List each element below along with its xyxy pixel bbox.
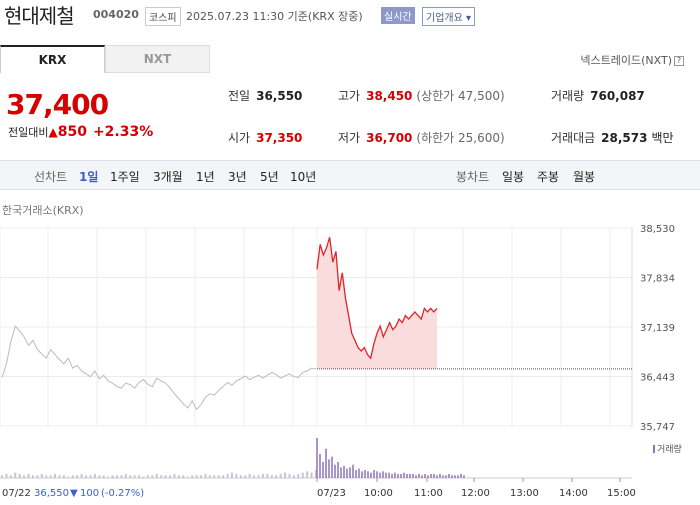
period-bar: 선차트 1일 1주일 3개월 1년 3년 5년 10년 봉차트 일봉 주봉 월봉	[0, 160, 700, 190]
change-percent: +2.33%	[92, 124, 154, 140]
stat-prev-close: 전일 36,550	[228, 87, 302, 104]
y-tick-label: 36,443	[640, 373, 675, 384]
stock-header: 현대제철 004020 코스피 2025.07.23 11:30 기준(KRX …	[0, 0, 700, 30]
market-tabs: KRX NXT	[0, 45, 210, 73]
x-tick-label: 10:00	[364, 488, 393, 499]
prev-day-change: 100	[80, 488, 99, 499]
prev-day-date: 07/22	[2, 488, 31, 499]
tab-krx[interactable]: KRX	[0, 45, 105, 73]
realtime-badge: 실시간	[381, 7, 415, 24]
stat-value: 38,450	[366, 89, 413, 103]
quote-timestamp: 2025.07.23 11:30 기준(KRX 장중)	[186, 10, 363, 23]
chart-grid	[0, 227, 633, 427]
up-arrow-icon: ▲	[48, 125, 58, 139]
stat-open: 시가 37,350	[228, 129, 302, 146]
today-area	[317, 237, 437, 369]
price-change: 전일대비▲850 +2.33%	[8, 124, 153, 140]
volume-bars: 거래량	[0, 438, 682, 479]
x-axis-labels: 07/22 36,550 ▼ 100 (-0.27%) 07/23 10:00 11:00 12…	[2, 478, 636, 499]
y-axis-labels: 38,530 37,834 37,139 36,443 35,747	[640, 224, 675, 433]
x-tick-label: 14:00	[559, 488, 588, 499]
chart-source: 한국거래소(KRX)	[2, 204, 84, 217]
prev-day-close: 36,550	[34, 488, 69, 499]
volume-legend-swatch	[653, 445, 655, 453]
y-tick-label: 38,530	[640, 224, 675, 235]
help-icon[interactable]: ?	[674, 56, 684, 66]
x-tick-label: 15:00	[607, 488, 636, 499]
change-value: 850	[57, 124, 87, 140]
x-tick-label: 13:00	[510, 488, 539, 499]
stat-sub: (하한가 25,600)	[416, 131, 505, 145]
nxt-link-label: 넥스트레이드(NXT)	[580, 54, 672, 67]
stat-value: 36,550	[256, 89, 303, 103]
current-price: 37,400	[6, 88, 109, 121]
volume-legend: 거래량	[657, 443, 682, 455]
x-tick-label: 07/23	[317, 488, 346, 499]
stat-value: 36,700	[366, 131, 413, 145]
stat-label: 고가	[338, 89, 361, 103]
y-tick-label: 35,747	[640, 422, 675, 433]
prev-day-pct: (-0.27%)	[101, 488, 144, 499]
stat-low: 저가 36,700 (하한가 25,600)	[338, 129, 505, 146]
period-10y[interactable]: 10년	[290, 170, 317, 184]
candle-daily[interactable]: 일봉	[502, 170, 525, 184]
price-chart: 38,530 37,834 37,139 36,443 35,747 거래량 07/22…	[0, 224, 682, 499]
chart-series	[1, 237, 632, 411]
down-arrow-icon: ▼	[70, 488, 78, 499]
candle-weekly[interactable]: 주봉	[537, 170, 560, 184]
nxt-link[interactable]: 넥스트레이드(NXT)?	[580, 52, 684, 68]
stock-code: 004020	[93, 8, 139, 21]
x-tick-label: 11:00	[414, 488, 443, 499]
stat-label: 저가	[338, 131, 361, 145]
stat-value: 28,573	[601, 131, 648, 145]
x-tick-label: 12:00	[461, 488, 490, 499]
stat-sub: (상한가 47,500)	[416, 89, 505, 103]
stat-volume: 거래량 760,087	[551, 87, 645, 104]
candle-chart-label: 봉차트	[456, 170, 490, 184]
stat-value: 760,087	[590, 89, 645, 103]
stat-label: 거래량	[551, 89, 585, 103]
today-line	[316, 237, 438, 360]
period-3y[interactable]: 3년	[228, 170, 247, 184]
stat-label: 전일	[228, 89, 251, 103]
tab-nxt[interactable]: NXT	[105, 45, 210, 73]
change-label: 전일대비	[8, 126, 49, 139]
prev-day-line	[1, 325, 317, 411]
stat-label: 거래대금	[551, 131, 596, 145]
period-1w[interactable]: 1주일	[110, 170, 140, 184]
stat-label: 시가	[228, 131, 251, 145]
market-badge: 코스피	[145, 7, 181, 26]
stat-value: 37,350	[256, 131, 303, 145]
period-3m[interactable]: 3개월	[153, 170, 183, 184]
period-1y[interactable]: 1년	[196, 170, 215, 184]
stat-high: 고가 38,450 (상한가 47,500)	[338, 87, 505, 104]
stock-name: 현대제철	[4, 4, 75, 28]
period-1d[interactable]: 1일	[79, 170, 99, 184]
line-chart-label: 선차트	[34, 170, 68, 184]
y-tick-label: 37,834	[640, 274, 675, 285]
company-overview-button[interactable]: 기업개요 ▾	[422, 7, 475, 26]
y-tick-label: 37,139	[640, 323, 675, 334]
stat-unit: 백만	[651, 131, 674, 145]
period-5y[interactable]: 5년	[260, 170, 279, 184]
candle-monthly[interactable]: 월봉	[573, 170, 596, 184]
stat-amount: 거래대금 28,573 백만	[551, 129, 674, 146]
